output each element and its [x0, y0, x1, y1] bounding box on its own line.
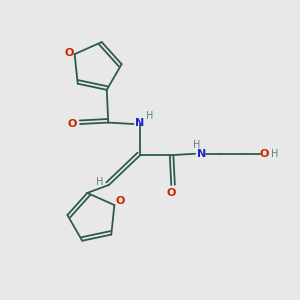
Text: N: N [135, 118, 145, 128]
Text: H: H [96, 177, 103, 187]
Text: H: H [193, 140, 200, 150]
Text: O: O [167, 188, 176, 198]
Text: H: H [271, 149, 278, 159]
Text: O: O [68, 119, 77, 129]
Text: H: H [146, 111, 154, 121]
Text: O: O [64, 48, 74, 58]
Text: O: O [259, 149, 269, 159]
Text: N: N [197, 149, 206, 159]
Text: O: O [115, 196, 124, 206]
